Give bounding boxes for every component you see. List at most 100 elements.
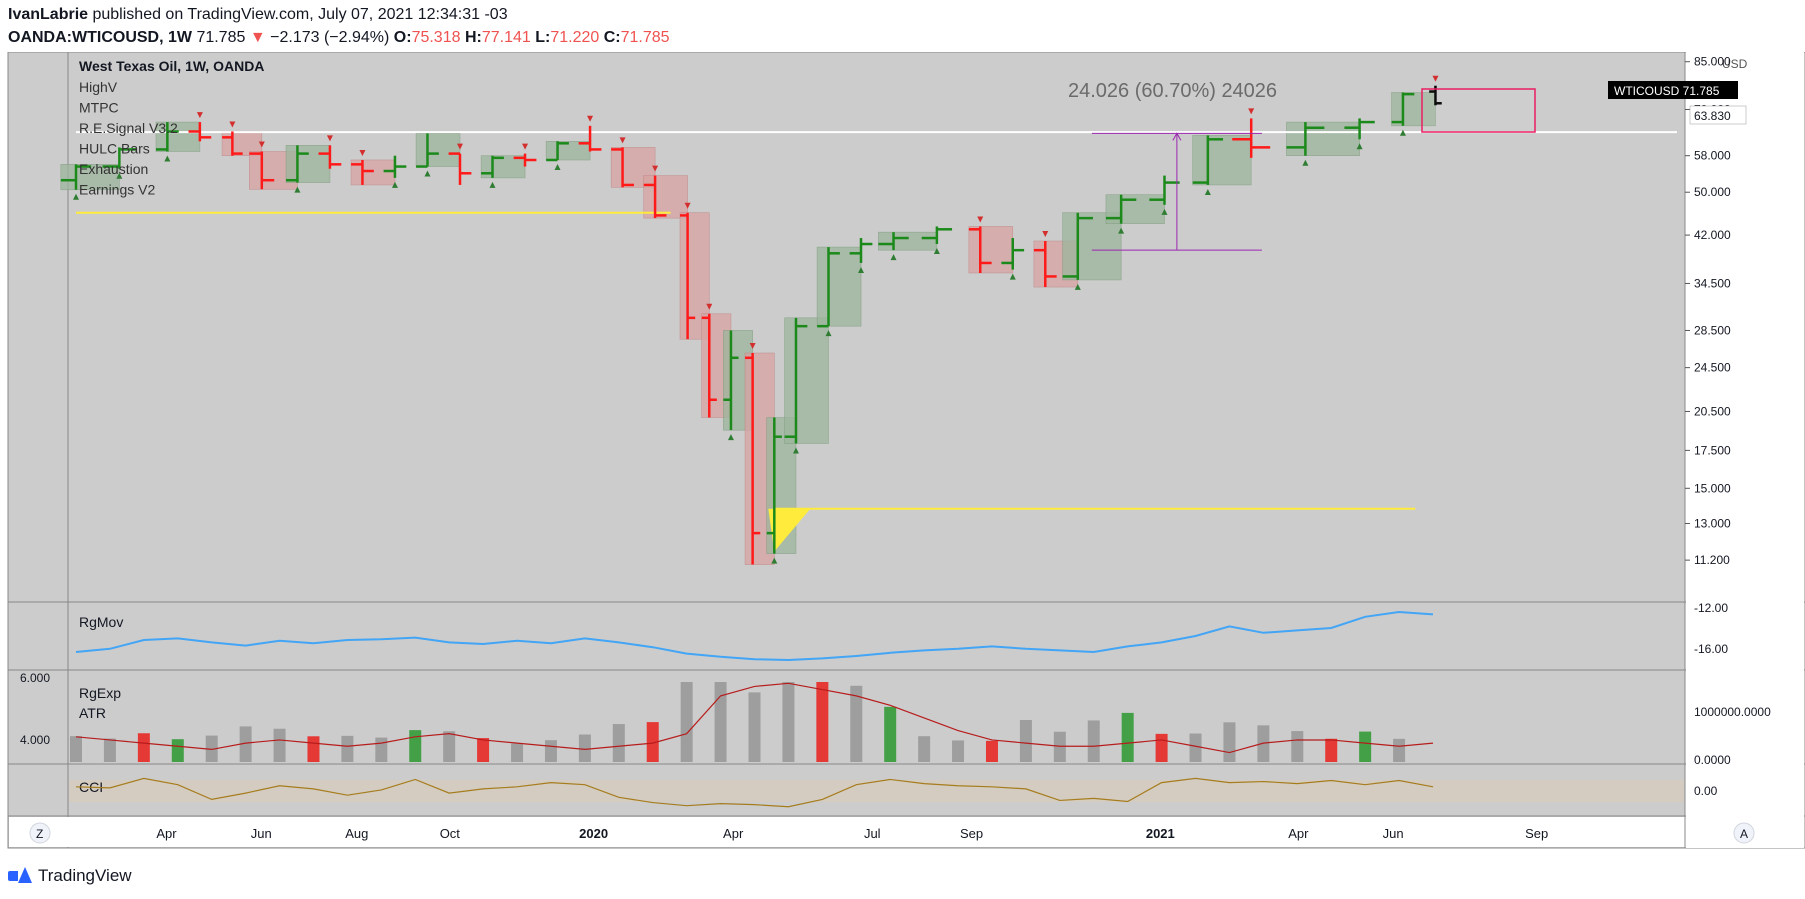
signal-up-marker	[1356, 143, 1363, 150]
hulc-box	[1192, 135, 1252, 186]
highlight-rectangle[interactable]	[1421, 88, 1536, 133]
signal-down-marker	[684, 202, 691, 209]
signal-up-marker	[858, 266, 865, 273]
signal-up-marker	[890, 254, 897, 261]
time-tick-label: Oct	[440, 826, 461, 841]
legend-indicator: R.E.Signal V3.2	[79, 120, 178, 136]
currency-label: USD	[1722, 57, 1748, 71]
rgexp-bar	[307, 736, 320, 762]
rgexp-bar	[239, 726, 252, 762]
z-button-label[interactable]: Z	[36, 827, 43, 841]
price-tick-label: 17.500	[1694, 443, 1731, 457]
rgexp-left-tick-2: 4.000	[20, 733, 50, 747]
price-change: −2.173 (−2.94%)	[270, 29, 390, 46]
signal-up-marker	[164, 155, 171, 162]
signal-down-marker	[522, 143, 529, 150]
signal-down-marker	[749, 343, 756, 350]
hulc-box	[878, 231, 938, 251]
signal-down-marker	[359, 149, 366, 156]
time-tick-label: Apr	[156, 826, 177, 841]
rgexp-bar	[1087, 720, 1100, 762]
cci-line	[75, 777, 1434, 808]
signal-up-marker	[1204, 188, 1211, 195]
signal-up-marker	[1302, 159, 1309, 166]
hulc-box	[285, 145, 331, 183]
change-arrow-icon: ▼	[249, 29, 266, 46]
hulc-box	[968, 226, 1014, 274]
signal-up-marker	[792, 447, 799, 454]
rgexp-bar	[578, 734, 591, 762]
rgexp-bar	[171, 739, 184, 762]
price-pane[interactable]	[68, 52, 1685, 602]
rgexp-bar	[273, 728, 286, 762]
high-value: 77.141	[481, 29, 531, 46]
horizontal-levels	[76, 131, 1677, 552]
rgexp-bar	[884, 706, 897, 762]
author-name[interactable]: IvanLabrie	[8, 6, 89, 23]
cci-tick: 0.00	[1694, 784, 1718, 798]
rgexp-left-tick-1: 6.000	[20, 671, 50, 685]
signal-up-marker	[554, 163, 561, 170]
open-value: 75.318	[411, 29, 461, 46]
rgexp-right-tick-2: 0.0000	[1694, 753, 1731, 767]
legend-indicator: HULC Bars	[79, 141, 150, 157]
rgexp-bar	[1019, 720, 1032, 762]
rgexp-bar	[137, 733, 150, 762]
tradingview-logo-icon[interactable]	[8, 867, 32, 885]
signal-up-marker	[116, 172, 123, 179]
last-price-tag-text: WTICOUSD 71.785	[1614, 84, 1720, 98]
footer-brand[interactable]: TradingView	[38, 866, 132, 885]
signal-up-marker	[933, 248, 940, 255]
rgexp-bar	[443, 731, 456, 762]
a-button-label[interactable]: A	[1740, 827, 1748, 841]
measure-tool[interactable]	[1091, 132, 1262, 251]
time-axis-ticks[interactable]: Apr Jun Aug Oct 2020 Apr Jul Sep 2021 Apr Jun Sep	[156, 826, 1548, 841]
signal-up-marker	[294, 186, 301, 193]
legend-indicator: Earnings V2	[79, 182, 155, 198]
legend-title: West Texas Oil, 1W, OANDA	[79, 58, 264, 74]
axis-button-left[interactable]: Z	[29, 822, 51, 844]
rgexp-bar	[409, 730, 422, 762]
time-tick-label: Jul	[864, 826, 881, 841]
price-bars	[60, 75, 1442, 565]
rgexp-bar	[1189, 733, 1202, 762]
time-axis-background	[9, 817, 1685, 847]
measure-arrow-icon	[1172, 132, 1182, 141]
price-tick-label: 13.000	[1694, 516, 1731, 530]
indicator-legend: HighV MTPC R.E.Signal V3.2 HULC Bars Exhaust…	[79, 79, 178, 198]
rgexp-bar	[1393, 738, 1406, 762]
rgexp-bar	[511, 743, 524, 762]
price-tick-label: 15.000	[1694, 481, 1731, 495]
price-tick-label: 28.500	[1694, 323, 1731, 337]
time-tick-label: Apr	[1288, 826, 1309, 841]
close-label: C:	[603, 29, 621, 46]
signal-down-marker	[326, 135, 333, 142]
rgexp-bar	[612, 724, 625, 762]
rgexp-bar	[782, 682, 795, 762]
publish-header: IvanLabrie published on TradingView.com,…	[8, 6, 508, 24]
price-tick-label: 24.500	[1694, 361, 1731, 375]
atr-label: ATR	[79, 705, 106, 721]
legend-indicator: HighV	[79, 79, 118, 95]
time-tick-label: Sep	[1525, 826, 1548, 841]
signal-up-marker	[771, 557, 778, 564]
time-tick-label: 2021	[1146, 826, 1175, 841]
hulc-boxes	[60, 92, 1436, 565]
chart-canvas[interactable]: West Texas Oil, 1W, OANDA HighV MTPC R.E.S…	[0, 52, 1805, 862]
rgexp-bar	[1291, 731, 1304, 762]
rgexp-bar	[103, 738, 116, 762]
last-price: 71.785	[196, 29, 246, 46]
signal-down-marker	[258, 141, 265, 148]
axis-button-right[interactable]: A	[1733, 822, 1755, 844]
signal-down-marker	[229, 121, 236, 128]
low-wedge	[768, 508, 811, 552]
rgmov-tick-1: -12.00	[1694, 601, 1728, 615]
signal-up-marker	[1161, 208, 1168, 215]
signal-up-marker	[391, 181, 398, 188]
rgexp-bar	[1121, 712, 1134, 762]
close-value: 71.785	[620, 29, 670, 46]
open-label: O:	[393, 29, 412, 46]
signal-down-marker	[1248, 108, 1255, 115]
rgexp-label: RgExp	[79, 685, 121, 701]
signal-down-marker	[706, 303, 713, 310]
